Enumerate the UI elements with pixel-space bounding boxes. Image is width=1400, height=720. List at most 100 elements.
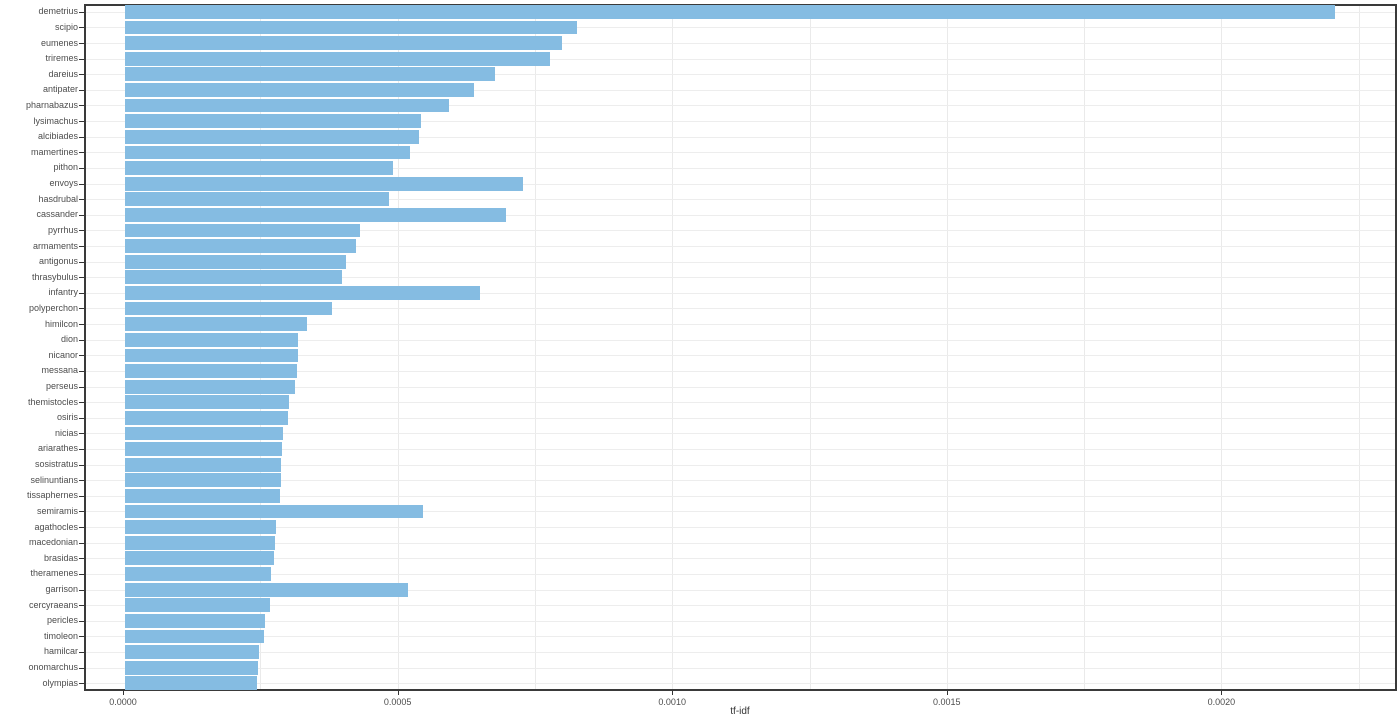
y-tick-mark [79,370,84,372]
x-gridline [1221,6,1223,689]
y-gridline [86,261,1395,263]
y-tick-label: semiramis [36,505,78,516]
y-gridline [86,167,1395,169]
y-tick-mark [79,199,84,201]
bar [125,145,410,160]
y-tick-label: timoleon [43,630,78,641]
bar [125,629,264,644]
bar [125,598,270,613]
y-tick-label: cercyraeans [28,599,78,610]
y-tick-mark [79,480,84,482]
y-tick-label: hamilcar [43,646,78,657]
y-tick-mark [79,246,84,247]
y-tick-mark [79,261,84,263]
bar [125,20,577,35]
y-tick-mark [79,183,84,185]
y-gridline [86,27,1395,29]
y-tick-mark [79,152,84,154]
y-tick-mark [79,277,84,279]
y-gridline [86,386,1395,388]
y-gridline [86,105,1395,107]
y-tick-mark [79,230,84,232]
y-tick-mark [79,620,84,622]
y-gridline [86,448,1395,450]
y-tick-mark [79,121,84,123]
y-tick-label: perseus [45,381,78,392]
y-tick-label: olympias [42,677,78,688]
bar [125,129,419,144]
bar [125,457,281,472]
y-tick-label: pericles [46,615,78,626]
y-tick-label: demetrius [38,6,78,17]
y-gridline [86,527,1395,529]
y-tick-mark [79,136,84,138]
y-tick-label: brasidas [43,552,78,563]
y-tick-mark [79,495,84,497]
y-tick-label: dion [60,334,78,345]
y-tick-mark [79,605,84,607]
bar [125,567,271,581]
bar [125,645,259,659]
y-tick-mark [79,417,84,419]
y-gridline [86,573,1395,575]
y-tick-mark [79,105,84,107]
x-gridline [946,6,948,689]
y-tick-label: polyperchon [28,302,78,313]
y-tick-mark [79,43,84,45]
y-tick-label: themistocles [27,396,78,407]
y-gridline [86,89,1395,91]
y-gridline [86,417,1395,419]
y-gridline [86,214,1395,216]
y-tick-label: pyrrhus [47,224,78,235]
y-gridline [86,308,1395,310]
y-gridline [86,402,1395,404]
y-gridline [86,464,1395,466]
bar [125,582,408,597]
y-gridline [86,277,1395,279]
x-gridline [397,6,399,689]
x-tick-label: 0.0005 [383,697,412,707]
bar [125,114,421,129]
y-gridline [86,324,1395,326]
bar [125,395,289,410]
bar [125,286,480,300]
y-tick-mark [79,308,84,310]
y-gridline [86,136,1395,138]
bar [125,301,332,316]
bar [125,5,1335,19]
bar [125,364,297,378]
bar [125,379,295,394]
x-tick-mark [1221,691,1223,695]
y-tick-mark [79,292,84,294]
x-tick-label: 0.0015 [933,697,961,707]
y-tick-mark [79,464,84,466]
bar [125,67,495,82]
bar [125,504,423,519]
y-tick-mark [79,527,84,529]
y-gridline [86,58,1395,60]
bar [125,161,393,175]
x-tick-label: 0.0010 [658,697,686,707]
y-tick-label: messana [41,365,78,376]
y-tick-mark [79,402,84,404]
y-tick-label: dareius [48,68,78,79]
y-tick-label: infantry [48,287,78,298]
y-tick-label: hasdrubal [38,193,78,204]
bar [125,223,360,238]
y-tick-label: osiris [56,412,78,423]
bar [125,676,257,691]
y-tick-label: onomarchus [28,662,78,673]
bar [125,410,288,425]
y-tick-label: alcibiades [37,131,78,142]
x-gridline [809,6,811,689]
y-tick-label: cassander [36,209,78,220]
bar [125,239,356,254]
y-gridline [86,605,1395,607]
y-tick-mark [79,355,84,357]
bar [125,551,274,566]
y-tick-label: nicanor [48,349,78,360]
y-gridline [86,683,1395,685]
y-tick-label: tissaphernes [26,490,78,501]
y-gridline [86,183,1395,185]
y-gridline [86,199,1395,201]
